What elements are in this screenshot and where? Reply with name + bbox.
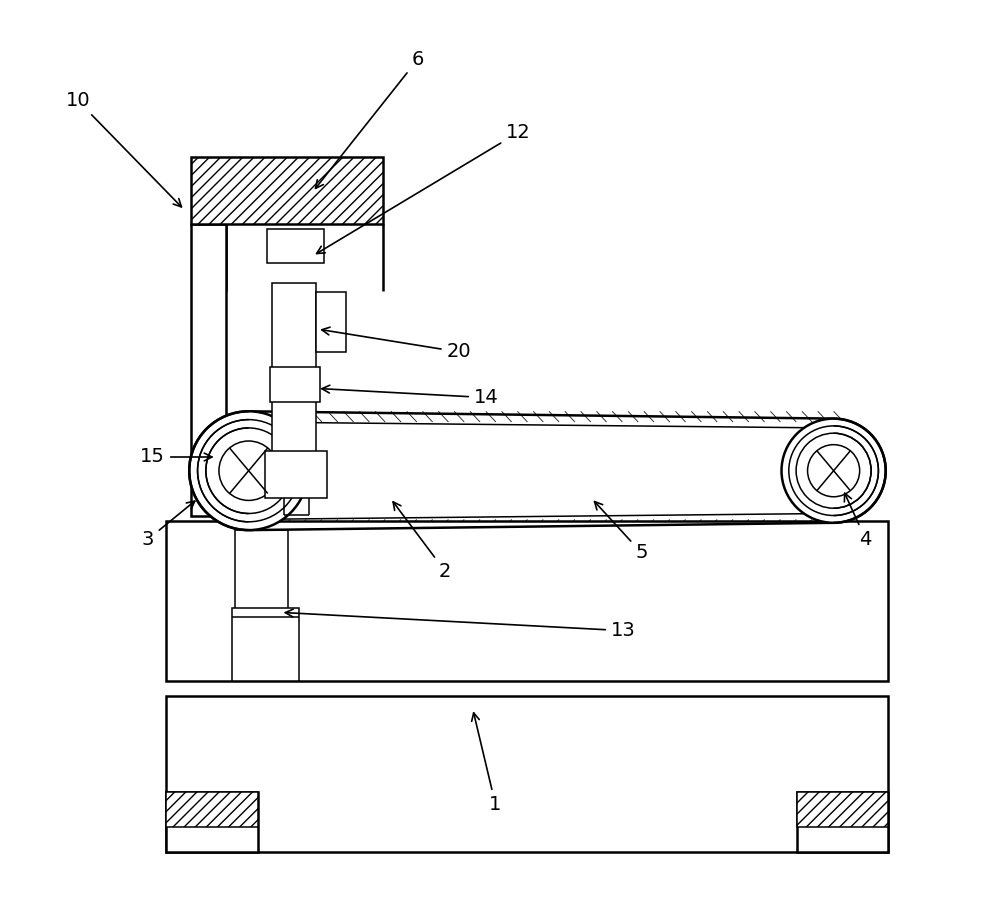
Text: 1: 1 (472, 713, 502, 813)
Bar (232, 608, 299, 681)
Text: 2: 2 (393, 502, 451, 580)
Text: 5: 5 (595, 502, 648, 562)
Text: 13: 13 (285, 609, 636, 640)
Bar (166, 696, 888, 852)
Text: 3: 3 (142, 501, 195, 548)
Bar (191, 224, 226, 516)
Text: 15: 15 (140, 448, 212, 466)
Bar (166, 792, 258, 852)
Circle shape (782, 419, 886, 523)
Bar (166, 792, 258, 827)
Text: 6: 6 (316, 50, 424, 188)
Text: 20: 20 (322, 327, 471, 361)
Bar (270, 367, 320, 402)
Circle shape (789, 426, 878, 515)
Bar (797, 792, 888, 827)
Circle shape (796, 433, 871, 508)
Bar (316, 292, 346, 352)
Circle shape (808, 445, 860, 497)
Circle shape (206, 428, 291, 514)
Text: 14: 14 (322, 385, 499, 407)
Bar (166, 521, 888, 681)
Bar (191, 157, 383, 224)
Text: 4: 4 (844, 494, 872, 548)
Circle shape (219, 441, 278, 501)
Bar (267, 228, 324, 263)
Bar (272, 283, 316, 471)
Bar (797, 792, 888, 852)
Bar (235, 530, 288, 612)
Circle shape (189, 411, 308, 530)
Bar (265, 451, 327, 498)
Circle shape (198, 420, 300, 522)
Text: 10: 10 (65, 91, 181, 207)
Text: 12: 12 (317, 123, 531, 253)
